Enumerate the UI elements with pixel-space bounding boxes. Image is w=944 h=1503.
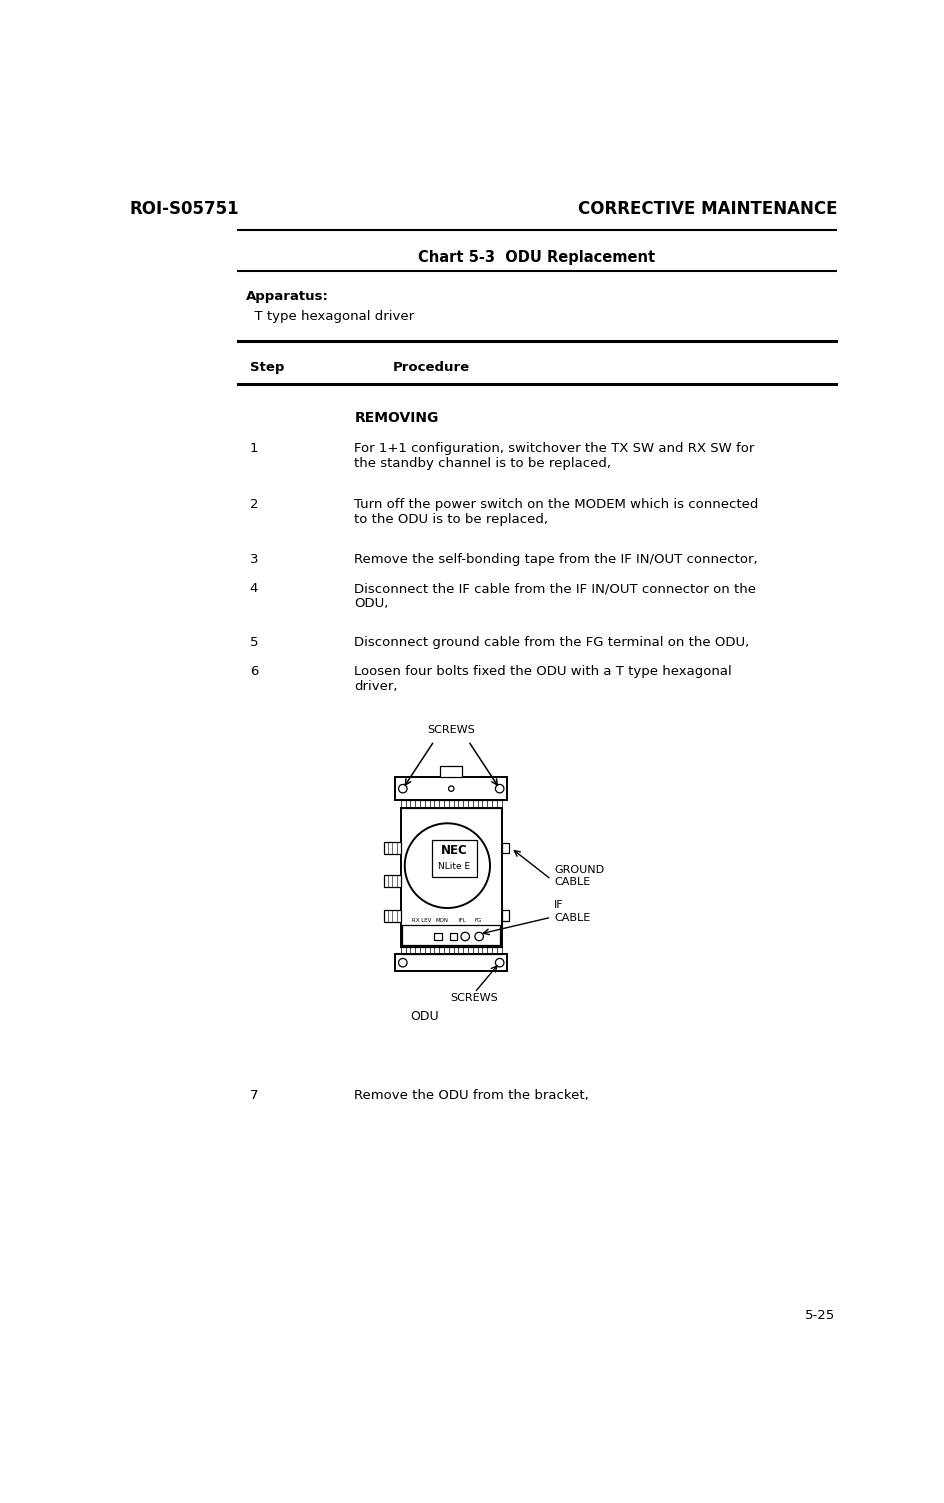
Text: For 1+1 configuration, switchover the TX SW and RX SW for
the standby channel is: For 1+1 configuration, switchover the TX…: [354, 442, 755, 470]
Text: CABLE: CABLE: [554, 878, 591, 887]
Text: Turn off the power switch on the MODEM which is connected
to the ODU is to be re: Turn off the power switch on the MODEM w…: [354, 497, 759, 526]
Text: Apparatus:: Apparatus:: [245, 290, 329, 304]
Text: Remove the self-bonding tape from the IF IN/OUT connector,: Remove the self-bonding tape from the IF…: [354, 553, 758, 567]
Text: 2: 2: [250, 497, 259, 511]
Text: Step: Step: [250, 361, 284, 374]
Text: CORRECTIVE MAINTENANCE: CORRECTIVE MAINTENANCE: [579, 200, 838, 218]
Bar: [431, 840, 477, 878]
Text: ODU: ODU: [410, 1010, 438, 1022]
Bar: [441, 765, 463, 777]
Text: 3: 3: [250, 553, 259, 567]
Circle shape: [398, 785, 407, 794]
Bar: [384, 909, 401, 921]
Text: IFL: IFL: [458, 918, 466, 923]
Text: NLite E: NLite E: [438, 863, 470, 872]
Text: Disconnect ground cable from the FG terminal on the ODU,: Disconnect ground cable from the FG term…: [354, 636, 750, 649]
Bar: [449, 933, 458, 941]
Text: REMOVING: REMOVING: [354, 412, 439, 425]
Text: Loosen four bolts fixed the ODU with a T type hexagonal
driver,: Loosen four bolts fixed the ODU with a T…: [354, 666, 733, 693]
Text: SCREWS: SCREWS: [428, 724, 475, 735]
Text: Remove the ODU from the bracket,: Remove the ODU from the bracket,: [354, 1090, 589, 1102]
Text: NEC: NEC: [441, 845, 467, 857]
Text: CABLE: CABLE: [554, 914, 591, 923]
Text: Disconnect the IF cable from the IF IN/OUT connector on the
ODU,: Disconnect the IF cable from the IF IN/O…: [354, 582, 756, 610]
Circle shape: [398, 959, 407, 966]
Text: 5-25: 5-25: [805, 1309, 835, 1323]
Circle shape: [475, 932, 483, 941]
Text: Procedure: Procedure: [393, 361, 470, 374]
Bar: [401, 809, 501, 947]
Text: IF: IF: [554, 900, 564, 909]
Text: ROI-S05751: ROI-S05751: [129, 200, 239, 218]
Bar: [395, 777, 508, 800]
Text: RX LEV: RX LEV: [413, 918, 431, 923]
Text: 7: 7: [250, 1090, 259, 1102]
Text: GROUND: GROUND: [554, 864, 604, 875]
Text: T type hexagonal driver: T type hexagonal driver: [245, 311, 414, 323]
Text: 1: 1: [250, 442, 259, 455]
Bar: [501, 911, 510, 921]
Text: 5: 5: [250, 636, 259, 649]
Bar: [384, 875, 401, 887]
Text: 6: 6: [250, 666, 258, 678]
Bar: [402, 924, 500, 945]
Bar: [395, 954, 508, 971]
Bar: [501, 843, 510, 854]
Circle shape: [496, 959, 504, 966]
Text: FG: FG: [475, 918, 482, 923]
Bar: [434, 933, 442, 941]
Text: Chart 5-3  ODU Replacement: Chart 5-3 ODU Replacement: [418, 249, 655, 265]
Text: 4: 4: [250, 582, 258, 595]
Circle shape: [496, 785, 504, 794]
Text: SCREWS: SCREWS: [450, 992, 498, 1003]
Circle shape: [448, 786, 454, 792]
Circle shape: [440, 858, 455, 873]
Bar: [384, 842, 401, 854]
Text: MON: MON: [435, 918, 448, 923]
Circle shape: [461, 932, 469, 941]
